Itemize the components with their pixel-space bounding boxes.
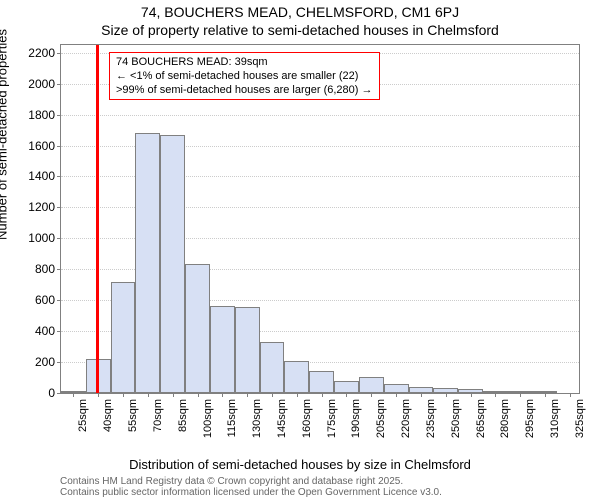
chart-title-line2: Size of property relative to semi-detach… bbox=[0, 22, 600, 38]
x-tick bbox=[421, 393, 422, 397]
histogram-bar bbox=[483, 391, 508, 393]
x-tick-label: 160sqm bbox=[301, 399, 313, 438]
y-tick bbox=[57, 176, 61, 177]
grid-line bbox=[61, 115, 579, 116]
footer-line1: Contains HM Land Registry data © Crown c… bbox=[60, 476, 592, 487]
x-tick-label: 85sqm bbox=[177, 399, 189, 432]
histogram-bar bbox=[160, 135, 185, 393]
histogram-bar bbox=[533, 391, 558, 393]
x-tick-label: 310sqm bbox=[549, 399, 561, 438]
y-tick bbox=[57, 53, 61, 54]
y-tick bbox=[57, 362, 61, 363]
y-tick bbox=[57, 331, 61, 332]
histogram-bar bbox=[284, 361, 309, 393]
y-tick-label: 2200 bbox=[28, 46, 55, 60]
histogram-bar bbox=[111, 282, 136, 393]
x-tick bbox=[297, 393, 298, 397]
x-tick-label: 325sqm bbox=[574, 399, 586, 438]
histogram-bar bbox=[433, 388, 458, 393]
x-tick-label: 25sqm bbox=[77, 399, 89, 432]
y-tick-label: 2000 bbox=[28, 77, 55, 91]
y-tick bbox=[57, 115, 61, 116]
x-tick-label: 175sqm bbox=[326, 399, 338, 438]
x-tick-label: 295sqm bbox=[524, 399, 536, 438]
y-tick bbox=[57, 207, 61, 208]
x-tick bbox=[123, 393, 124, 397]
y-tick-label: 0 bbox=[48, 386, 55, 400]
y-tick bbox=[57, 238, 61, 239]
x-tick-label: 145sqm bbox=[276, 399, 288, 438]
histogram-bar bbox=[260, 342, 285, 393]
y-tick-label: 1200 bbox=[28, 200, 55, 214]
histogram-bar bbox=[61, 391, 86, 393]
x-tick bbox=[371, 393, 372, 397]
histogram-bar bbox=[508, 391, 533, 393]
y-tick-label: 1800 bbox=[28, 108, 55, 122]
y-tick-label: 1600 bbox=[28, 139, 55, 153]
y-tick-label: 200 bbox=[35, 355, 55, 369]
x-tick bbox=[520, 393, 521, 397]
x-tick bbox=[247, 393, 248, 397]
x-tick bbox=[346, 393, 347, 397]
x-tick-label: 220sqm bbox=[400, 399, 412, 438]
footer-attribution: Contains HM Land Registry data © Crown c… bbox=[60, 476, 592, 498]
x-tick bbox=[322, 393, 323, 397]
x-tick bbox=[396, 393, 397, 397]
y-tick-label: 1400 bbox=[28, 169, 55, 183]
y-tick bbox=[57, 84, 61, 85]
x-tick-label: 250sqm bbox=[450, 399, 462, 438]
property-marker-line bbox=[96, 45, 99, 393]
x-tick-label: 70sqm bbox=[152, 399, 164, 432]
y-tick bbox=[57, 146, 61, 147]
histogram-bar bbox=[359, 377, 384, 393]
histogram-bar bbox=[235, 307, 260, 393]
histogram-bar bbox=[334, 381, 359, 393]
x-tick bbox=[446, 393, 447, 397]
x-tick bbox=[73, 393, 74, 397]
x-tick-label: 40sqm bbox=[102, 399, 114, 432]
x-tick-label: 265sqm bbox=[475, 399, 487, 438]
y-tick-label: 400 bbox=[35, 324, 55, 338]
histogram-bar bbox=[384, 384, 409, 393]
x-tick-label: 130sqm bbox=[251, 399, 263, 438]
y-tick bbox=[57, 393, 61, 394]
histogram-bar bbox=[409, 387, 434, 393]
chart-title-line1: 74, BOUCHERS MEAD, CHELMSFORD, CM1 6PJ bbox=[0, 4, 600, 20]
callout-line2: ← <1% of semi-detached houses are smalle… bbox=[116, 69, 373, 83]
x-tick-label: 205sqm bbox=[375, 399, 387, 438]
x-tick-label: 115sqm bbox=[226, 399, 238, 437]
x-tick bbox=[570, 393, 571, 397]
x-tick bbox=[98, 393, 99, 397]
x-tick bbox=[545, 393, 546, 397]
x-tick bbox=[148, 393, 149, 397]
x-axis-label: Distribution of semi-detached houses by … bbox=[0, 457, 600, 472]
x-tick-label: 235sqm bbox=[425, 399, 437, 438]
y-tick-label: 1000 bbox=[28, 231, 55, 245]
x-tick bbox=[495, 393, 496, 397]
x-tick bbox=[198, 393, 199, 397]
x-tick-label: 100sqm bbox=[202, 399, 214, 438]
histogram-bar bbox=[309, 371, 334, 393]
y-tick bbox=[57, 269, 61, 270]
x-tick-label: 190sqm bbox=[350, 399, 362, 438]
histogram-bar bbox=[210, 306, 235, 393]
histogram-bar bbox=[185, 264, 210, 393]
footer-line2: Contains public sector information licen… bbox=[60, 487, 592, 498]
y-tick-label: 600 bbox=[35, 293, 55, 307]
x-tick bbox=[222, 393, 223, 397]
callout-line3: >99% of semi-detached houses are larger … bbox=[116, 83, 373, 97]
x-tick-label: 55sqm bbox=[127, 399, 139, 432]
x-tick bbox=[173, 393, 174, 397]
x-tick bbox=[471, 393, 472, 397]
y-tick-label: 800 bbox=[35, 262, 55, 276]
x-tick-label: 280sqm bbox=[499, 399, 511, 438]
histogram-bar bbox=[458, 389, 483, 393]
callout-box: 74 BOUCHERS MEAD: 39sqm ← <1% of semi-de… bbox=[109, 52, 380, 100]
y-axis-label: Number of semi-detached properties bbox=[0, 29, 10, 240]
plot-area: 74 BOUCHERS MEAD: 39sqm ← <1% of semi-de… bbox=[60, 44, 580, 394]
y-tick bbox=[57, 300, 61, 301]
callout-line1: 74 BOUCHERS MEAD: 39sqm bbox=[116, 55, 373, 69]
x-tick bbox=[272, 393, 273, 397]
histogram-bar bbox=[135, 133, 160, 393]
